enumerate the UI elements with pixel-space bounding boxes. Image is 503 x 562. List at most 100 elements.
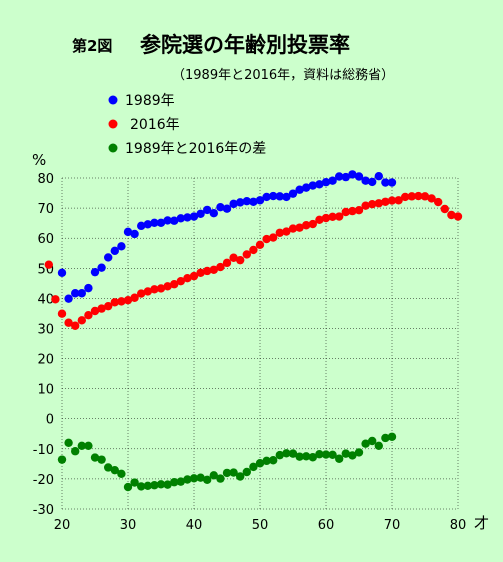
data-point (170, 216, 179, 225)
data-point (453, 212, 463, 221)
y-tick-label: -10 (33, 443, 54, 458)
x-tick-label: 50 (252, 518, 269, 533)
data-point (295, 185, 304, 194)
data-point (387, 196, 397, 205)
data-point (150, 218, 159, 228)
data-point (381, 197, 390, 206)
data-point (57, 455, 67, 464)
data-point (209, 209, 218, 218)
data-point (269, 456, 278, 465)
data-point (57, 268, 67, 277)
data-point (354, 448, 364, 457)
data-point (335, 212, 344, 221)
data-point (216, 202, 225, 212)
data-point (71, 289, 80, 298)
data-point (348, 451, 357, 460)
chart-subtitle: （1989年と2016年，資料は総務省） (172, 68, 394, 83)
data-point (137, 289, 146, 298)
data-point (354, 172, 364, 181)
x-axis-unit-label: 才 (474, 514, 489, 532)
y-tick-label: -20 (33, 473, 54, 488)
data-point (275, 450, 284, 460)
data-point (407, 192, 416, 201)
data-point (216, 262, 225, 272)
data-point (150, 285, 159, 294)
data-point (374, 199, 383, 208)
legend-marker (108, 95, 118, 105)
data-point (381, 433, 390, 443)
data-point (110, 298, 120, 307)
data-point (361, 201, 370, 210)
data-point (282, 227, 291, 236)
x-tick-label: 20 (54, 518, 71, 533)
data-point (236, 472, 245, 481)
data-point (361, 439, 370, 448)
data-point (341, 172, 350, 182)
data-point (156, 284, 166, 293)
x-tick-label: 80 (450, 518, 467, 533)
data-point (249, 245, 258, 255)
data-point (97, 263, 106, 272)
data-point (84, 283, 93, 293)
data-point (315, 215, 324, 225)
data-point (242, 467, 251, 477)
data-point (137, 221, 146, 231)
data-point (420, 192, 430, 201)
data-point (427, 194, 436, 203)
data-point (302, 183, 311, 192)
data-point (341, 449, 350, 458)
data-point (262, 234, 271, 244)
legend-label: 1989年と2016年の差 (125, 141, 266, 157)
data-point (183, 213, 192, 222)
data-point (229, 199, 238, 209)
data-point (71, 321, 80, 330)
data-point (196, 268, 205, 277)
legend-label: 1989年 (125, 93, 175, 109)
data-point (57, 309, 67, 318)
data-point (335, 454, 344, 463)
data-point (64, 438, 73, 447)
data-point (196, 473, 205, 482)
x-tick-label: 70 (384, 518, 401, 533)
y-tick-label: 20 (37, 353, 54, 368)
data-point (288, 224, 298, 233)
data-point (368, 177, 377, 187)
data-point (414, 191, 423, 201)
data-point (183, 274, 192, 283)
data-point (90, 306, 100, 316)
data-point (71, 447, 80, 456)
data-point (77, 316, 87, 325)
data-point (84, 441, 93, 451)
data-point (189, 212, 199, 221)
data-point (44, 260, 53, 269)
data-point (203, 205, 212, 215)
data-point (84, 311, 93, 320)
data-point (447, 210, 456, 220)
data-point (401, 192, 410, 202)
data-point (361, 176, 370, 185)
data-point (229, 253, 238, 262)
data-point (394, 196, 403, 205)
series-3 (57, 432, 397, 492)
data-point (176, 214, 185, 223)
y-tick-label: 30 (37, 322, 54, 337)
data-point (242, 196, 251, 206)
data-point (123, 227, 133, 237)
data-point (269, 191, 278, 201)
data-point (51, 295, 60, 304)
x-tick-label: 40 (186, 518, 203, 533)
legend-label: 2016年 (130, 117, 180, 133)
data-point (222, 468, 232, 478)
data-point (183, 475, 192, 484)
data-point (117, 297, 126, 306)
data-point (90, 267, 100, 277)
data-point (255, 240, 265, 250)
data-point (196, 209, 205, 219)
data-point (262, 456, 271, 466)
data-point (117, 469, 126, 478)
data-point (328, 212, 337, 222)
data-point (170, 478, 179, 487)
data-point (110, 465, 120, 475)
